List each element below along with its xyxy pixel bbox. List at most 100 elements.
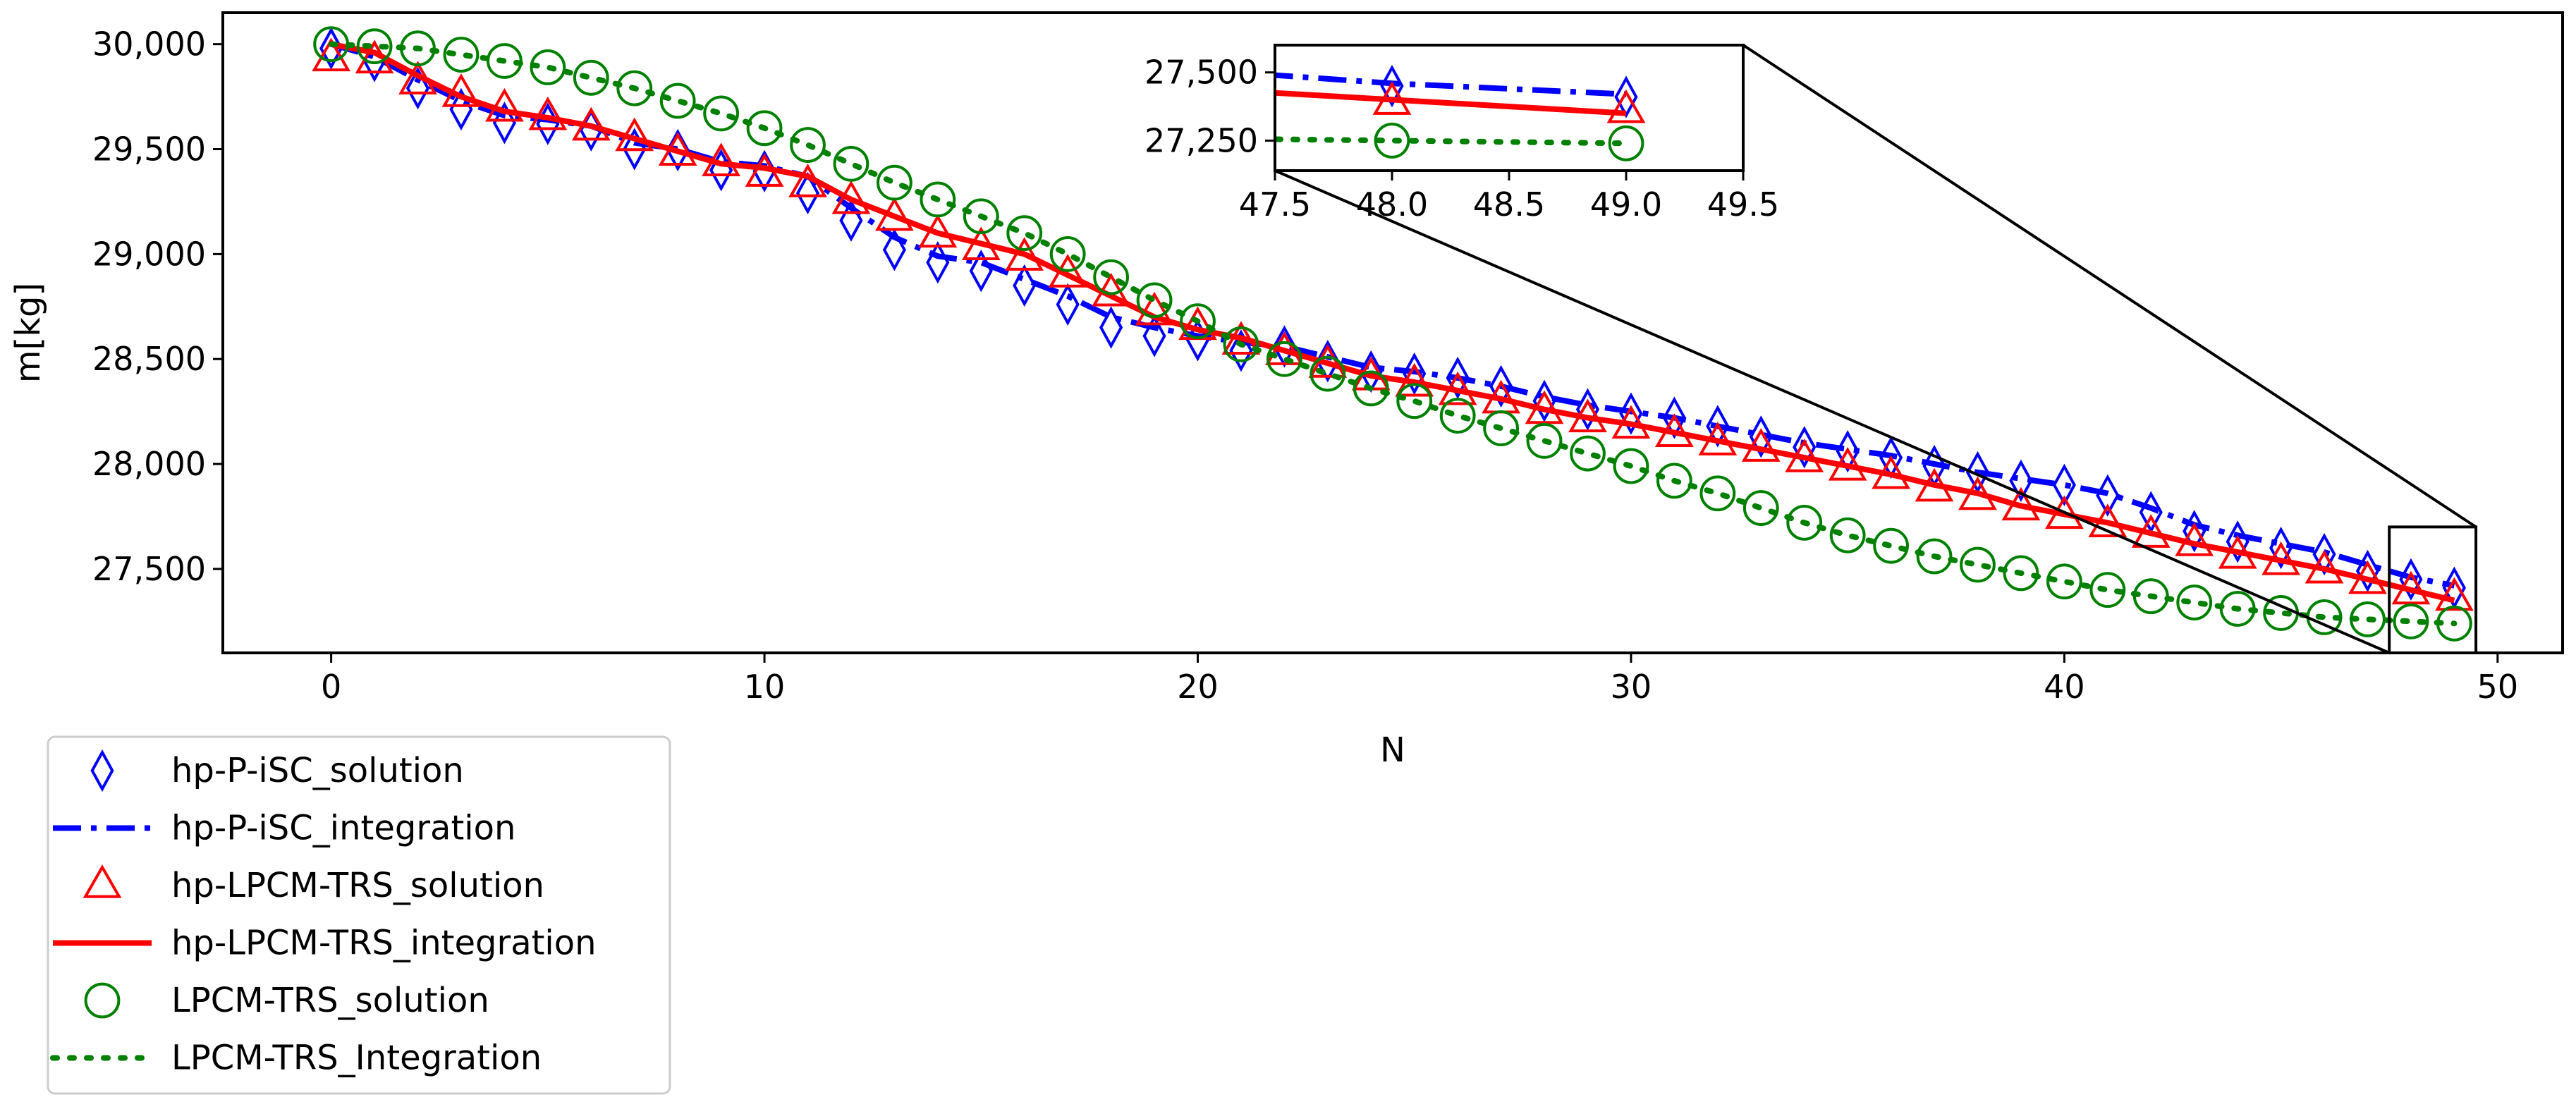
main-point-LPCM-TRS_solution xyxy=(920,181,956,218)
y-tick-label: 29,500 xyxy=(92,130,206,169)
main-point-LPCM-TRS_solution xyxy=(1742,490,1779,526)
x-tick-label: 30 xyxy=(1611,668,1652,706)
main-point-LPCM-TRS_solution xyxy=(2046,563,2082,600)
main-point-LPCM-TRS_solution xyxy=(1353,370,1389,407)
legend-label: hp-LPCM-TRS_solution xyxy=(171,866,544,905)
main-point-hp-P-iSC_solution xyxy=(1706,405,1730,448)
inset-line-LPCM-TRS_Integration xyxy=(1275,136,1629,147)
main-point-LPCM-TRS_solution xyxy=(1223,326,1259,362)
main-point-LPCM-TRS_solution xyxy=(356,28,393,65)
main-point-LPCM-TRS_solution xyxy=(1570,435,1606,472)
x-tick-label: 50 xyxy=(2477,668,2519,706)
legend-item: hp-LPCM-TRS_integration xyxy=(53,924,597,963)
x-tick-label: 20 xyxy=(1177,668,1219,706)
main-point-hp-P-iSC_solution xyxy=(1793,426,1817,469)
main-point-hp-LPCM-TRS_solution xyxy=(312,37,350,72)
x-tick-label: 0 xyxy=(321,668,341,706)
main-point-LPCM-TRS_solution xyxy=(1613,448,1649,484)
main-point-LPCM-TRS_solution xyxy=(1093,259,1130,295)
main-point-LPCM-TRS_solution xyxy=(703,95,740,132)
legend: hp-P-iSC_solution hp-P-iSC_integration hp-… xyxy=(47,735,671,1095)
main-point-LPCM-TRS_solution xyxy=(1873,527,1910,564)
main-point-hp-LPCM-TRS_solution xyxy=(1135,291,1174,326)
main-plot-frame xyxy=(221,11,2564,654)
y-tick-label: 28,000 xyxy=(92,445,206,483)
main-point-LPCM-TRS_solution xyxy=(616,70,653,106)
main-point-LPCM-TRS_solution xyxy=(1136,282,1173,319)
inset-plot-area: 47.5 48.0 48.5 49.0 49.5 27,250 27,500 xyxy=(1144,44,1779,224)
y-tick-label: 28,500 xyxy=(92,340,206,378)
legend-label: LPCM-TRS_Integration xyxy=(171,1039,542,1078)
inset-y-tick-label: 27,250 xyxy=(1144,121,1258,159)
main-point-hp-P-iSC_solution xyxy=(1532,379,1556,422)
legend-label: hp-P-iSC_solution xyxy=(171,751,464,790)
main-point-LPCM-TRS_solution xyxy=(1786,505,1823,541)
main-point-LPCM-TRS_solution xyxy=(1006,215,1043,251)
main-point-LPCM-TRS_solution xyxy=(2003,555,2039,592)
inset-point-hp-P-iSC_solution xyxy=(1380,64,1404,108)
main-series-hp-P-iSC_integration xyxy=(330,41,2455,589)
main-point-hp-P-iSC_solution xyxy=(1619,392,1643,435)
y-axis-title: m[kg] xyxy=(8,283,48,383)
main-series-LPCM-TRS_solution xyxy=(313,26,2472,642)
main-point-hp-P-iSC_solution xyxy=(1403,352,1427,396)
zoom-connector-line xyxy=(1274,169,2391,654)
inset-point-hp-LPCM-TRS_solution xyxy=(1606,89,1646,123)
main-point-hp-P-iSC_solution xyxy=(2052,463,2076,506)
main-point-hp-P-iSC_solution xyxy=(1142,314,1166,357)
main-point-LPCM-TRS_solution xyxy=(1526,422,1563,459)
main-point-LPCM-TRS_solution xyxy=(1656,463,1692,499)
main-point-LPCM-TRS_solution xyxy=(443,37,480,73)
main-plot-area: 0 10 20 30 40 50 27,500 28,000 28,500 29,000 29,5… xyxy=(8,11,2564,770)
inset-x-tick-label: 47.5 xyxy=(1239,185,1311,224)
main-point-LPCM-TRS_solution xyxy=(1310,355,1346,392)
main-point-LPCM-TRS_solution xyxy=(2089,572,2126,608)
main-series-LPCM-TRS_Integration xyxy=(328,41,2458,627)
main-point-hp-P-iSC_solution xyxy=(1013,264,1037,307)
zoom-connector-line xyxy=(1742,44,2477,529)
main-point-LPCM-TRS_solution xyxy=(659,82,696,119)
main-point-LPCM-TRS_solution xyxy=(790,127,826,163)
inset-x-tick-label: 48.0 xyxy=(1356,185,1428,224)
legend-item: hp-P-iSC_solution xyxy=(90,749,464,792)
y-tick-label: 27,500 xyxy=(92,550,206,588)
main-point-LPCM-TRS_solution xyxy=(1180,303,1216,340)
legend-marker-swatch xyxy=(83,864,122,898)
main-point-LPCM-TRS_solution xyxy=(2393,603,2429,639)
main-point-hp-P-iSC_solution xyxy=(1662,396,1686,439)
main-point-LPCM-TRS_solution xyxy=(1483,410,1520,446)
x-tick-label: 40 xyxy=(2044,668,2085,706)
main-line-LPCM-TRS_Integration xyxy=(328,41,2458,627)
main-point-LPCM-TRS_solution xyxy=(1439,398,1476,434)
zoom-indicator xyxy=(1274,44,2478,655)
main-point-hp-P-iSC_solution xyxy=(1446,356,1470,400)
main-point-LPCM-TRS_solution xyxy=(1916,538,1953,575)
zoom-source-box xyxy=(2388,525,2478,655)
inset-line-hp-LPCM-TRS_integration xyxy=(1275,90,1627,116)
main-point-LPCM-TRS_solution xyxy=(833,145,869,182)
main-line-hp-P-iSC_integration xyxy=(330,41,2455,589)
inset-series-hp-LPCM-TRS_integration xyxy=(1275,90,1627,116)
main-point-hp-P-iSC_solution xyxy=(1316,340,1340,383)
main-point-LPCM-TRS_solution xyxy=(963,198,999,235)
legend-item: hp-LPCM-TRS_solution xyxy=(83,864,544,905)
inset-x-tick-label: 49.0 xyxy=(1590,185,1662,224)
main-point-LPCM-TRS_solution xyxy=(746,110,783,147)
main-point-hp-P-iSC_solution xyxy=(319,27,343,70)
x-tick-label: 10 xyxy=(744,668,786,706)
inset-series-LPCM-TRS_Integration xyxy=(1275,136,1629,147)
main-point-hp-P-iSC_solution xyxy=(882,228,906,271)
main-point-hp-P-iSC_solution xyxy=(405,67,430,110)
main-line-hp-LPCM-TRS_integration xyxy=(330,41,2455,604)
legend-item: LPCM-TRS_Integration xyxy=(50,1039,542,1078)
main-point-hp-P-iSC_solution xyxy=(1749,415,1773,458)
main-point-LPCM-TRS_solution xyxy=(2176,584,2213,620)
main-point-LPCM-TRS_solution xyxy=(1049,235,1086,272)
y-tick-label: 30,000 xyxy=(92,25,206,63)
main-point-LPCM-TRS_solution xyxy=(1960,546,1996,583)
inset-series-hp-P-iSC_solution xyxy=(1380,64,1638,118)
main-point-hp-P-iSC_solution xyxy=(795,171,820,215)
y-tick-label: 29,000 xyxy=(92,235,206,273)
legend-marker-swatch xyxy=(90,749,114,792)
